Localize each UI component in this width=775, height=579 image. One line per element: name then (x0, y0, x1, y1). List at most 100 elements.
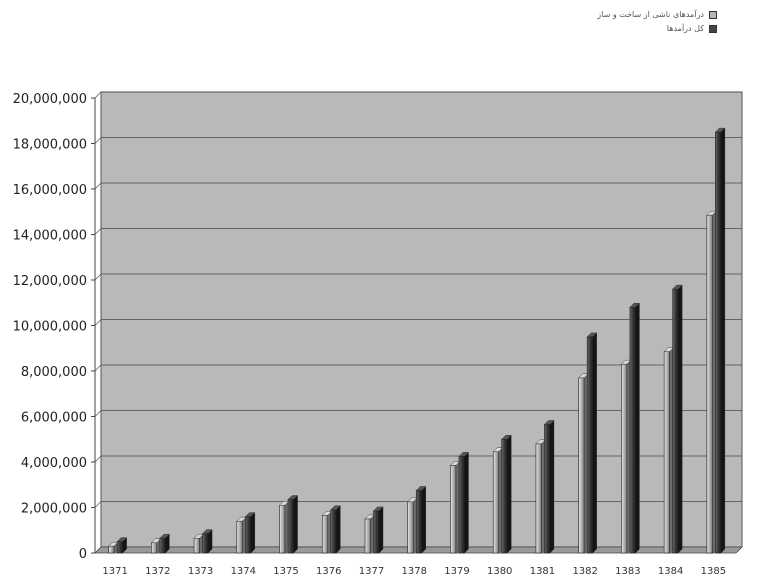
bar-total-income-top (373, 506, 384, 512)
y-tick-label: 18,000,000 (13, 138, 87, 153)
bar-construction-income (407, 501, 414, 554)
y-tick-label: 6,000,000 (21, 411, 87, 426)
bar-total-income-top (415, 486, 427, 491)
y-tick-label: 12,000,000 (13, 274, 87, 289)
bar-total-income-top (629, 303, 640, 308)
gridline-diagonal (94, 364, 102, 372)
x-tick-label: 1372 (145, 566, 170, 577)
bar-total-income-side (592, 332, 597, 554)
y-tick-label: 10,000,000 (13, 320, 87, 335)
bar-construction-income (236, 520, 243, 554)
gridline-diagonal (94, 410, 102, 417)
gridline-diagonal (94, 501, 102, 508)
bar-total-income-side (378, 506, 384, 554)
bar-total-income (159, 537, 166, 554)
legend-item-construction-income: درآمدهای ناشی از ساخت و ساز (597, 8, 717, 22)
x-tick-label: 1377 (359, 566, 384, 577)
gridline-diagonal (94, 91, 102, 99)
legend-label-construction-income: درآمدهای ناشی از ساخت و ساز (597, 10, 704, 19)
bar-total-income (287, 499, 294, 554)
bar-construction-income (706, 214, 713, 554)
gridline-diagonal (94, 455, 102, 463)
y-tick-label: 4,000,000 (21, 456, 87, 471)
bar-construction-income (578, 377, 585, 554)
bar-total-income (458, 456, 465, 554)
x-tick-label: 1379 (444, 566, 469, 577)
y-tick-label: 20,000,000 (13, 92, 87, 107)
bar-construction-income (108, 545, 115, 554)
bar-construction-income (321, 515, 329, 554)
bar-construction-income (193, 537, 200, 554)
x-tick-label: 1381 (530, 566, 555, 577)
y-tick-label: 14,000,000 (13, 229, 87, 244)
bar-total-income-top (672, 284, 683, 290)
y-tick-label: 8,000,000 (21, 365, 87, 380)
bar-total-income-side (635, 302, 640, 554)
gridline-diagonal (94, 228, 102, 235)
bar-total-income (116, 541, 123, 554)
x-tick-label: 1371 (102, 566, 127, 577)
legend-label-total-income: کل درآمدها (666, 24, 704, 33)
bar-total-income-top (543, 420, 555, 425)
x-tick-label: 1378 (402, 566, 427, 577)
x-tick-label: 1375 (273, 566, 298, 577)
bar-total-income-top (714, 127, 726, 133)
bar-construction-income (151, 542, 158, 554)
bar-total-income-top (287, 495, 299, 500)
x-tick-label: 1384 (658, 566, 683, 577)
bar-total-income-side (250, 512, 256, 554)
x-tick-label: 1382 (572, 566, 597, 577)
x-tick-label: 1373 (188, 566, 213, 577)
bar-total-income-side (549, 419, 555, 554)
legend-swatch-construction-income (709, 11, 717, 19)
y-tick-label: 2,000,000 (21, 502, 87, 517)
x-tick-label: 1385 (701, 566, 726, 577)
bar-total-income-side (720, 127, 726, 554)
x-tick-label: 1374 (231, 566, 256, 577)
legend-item-total-income: کل درآمدها (597, 22, 717, 36)
bar-total-income (415, 490, 423, 554)
bar-total-income-side (507, 434, 512, 554)
bar-total-income (202, 533, 209, 554)
x-tick-label: 1376 (316, 566, 341, 577)
bar-total-income-side (464, 451, 469, 554)
bar-total-income (544, 424, 551, 554)
bar-total-income (672, 288, 679, 554)
bar-construction-income (621, 363, 628, 554)
chart-legend: درآمدهای ناشی از ساخت و ساز کل درآمدها (597, 8, 717, 36)
bar-total-income (245, 516, 252, 554)
gridline-diagonal (94, 182, 102, 190)
bar-construction-income (450, 465, 457, 554)
bar-total-income-top (159, 534, 170, 539)
y-tick-label: 16,000,000 (13, 183, 87, 198)
bar-total-income-side (677, 284, 683, 554)
bar-construction-income (492, 451, 500, 554)
bar-total-income-side (336, 505, 341, 554)
bar-total-income (586, 336, 593, 554)
bar-construction-income (279, 504, 286, 554)
bar-total-income (715, 131, 722, 554)
x-tick-label: 1380 (487, 566, 512, 577)
y-tick-label: 0 (79, 547, 87, 562)
legend-swatch-total-income (709, 25, 717, 33)
bar-construction-income (535, 443, 542, 554)
bar-total-income-top (586, 332, 598, 338)
x-tick-label: 1383 (615, 566, 640, 577)
bar-construction-income (663, 351, 670, 554)
bar-total-income-top (501, 435, 512, 440)
bar-total-income (330, 509, 337, 554)
bar-total-income-side (421, 485, 426, 554)
bar-total-income-side (293, 495, 298, 554)
bar-construction-income (364, 518, 371, 554)
bar-total-income (501, 438, 508, 554)
bar-total-income-top (116, 537, 128, 542)
bar-total-income (373, 510, 380, 554)
bar-total-income-top (244, 512, 256, 517)
gridline-diagonal (94, 319, 102, 326)
gridline-diagonal (94, 137, 102, 144)
gridline-diagonal (94, 273, 102, 281)
bar-total-income-top (330, 505, 341, 510)
bar-total-income (629, 306, 636, 554)
bar-total-income-top (458, 452, 469, 457)
